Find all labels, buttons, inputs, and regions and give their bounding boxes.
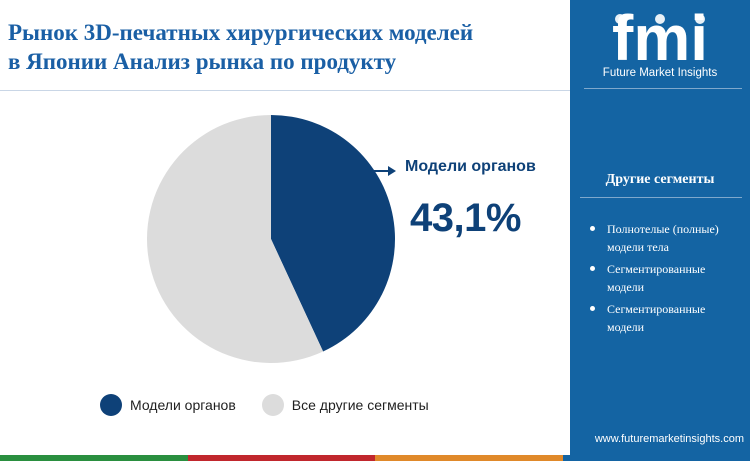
footer-stripe-blue: [562, 455, 750, 461]
sidebar-divider-segments: [580, 197, 742, 198]
chart-panel: Рынок 3D-печатных хирургических моделей …: [0, 18, 570, 416]
legend-item-organ-models: Модели органов: [100, 394, 236, 416]
other-segments-list: Полнотелые (полные) модели тела Сегменти…: [582, 220, 740, 340]
callout-arrow-icon: [372, 166, 396, 176]
title-line-1: Рынок 3D-печатных хирургических моделей: [8, 20, 474, 45]
footer-stripe-red: [187, 455, 375, 461]
segment-item: Сегментированные модели: [582, 260, 740, 296]
segment-item-label: Сегментированные модели: [607, 262, 706, 294]
chart-legend: Модели органов Все другие сегменты: [100, 394, 455, 416]
website-link[interactable]: www.futuremarketinsights.com: [594, 433, 744, 445]
pie-chart: [147, 115, 396, 363]
bullet-icon: [590, 226, 595, 231]
legend-label-other-segments: Все другие сегменты: [291, 397, 429, 413]
page-title: Рынок 3D-печатных хирургических моделей …: [8, 18, 568, 76]
title-divider: [0, 90, 570, 91]
legend-label-organ-models: Модели органов: [130, 397, 236, 413]
sidebar: fmi Future Market Insights Другие сегмен…: [570, 0, 750, 455]
footer-stripe-green: [0, 455, 188, 461]
sidebar-divider-top: [584, 88, 742, 89]
title-line-2: в Японии Анализ рынка по продукту: [8, 49, 397, 74]
segment-item: Сегментированные модели: [582, 300, 740, 336]
fmi-logo: fmi: [612, 10, 708, 66]
callout-value: 43,1%: [410, 196, 521, 240]
pie-slice-organ-models: [271, 115, 396, 352]
segment-item-label: Полнотелые (полные) модели тела: [607, 222, 719, 254]
legend-swatch-other-segments: [261, 394, 284, 416]
bullet-icon: [590, 266, 595, 271]
footer-stripe-orange: [375, 455, 563, 461]
bullet-icon: [590, 306, 595, 311]
legend-swatch-organ-models: [100, 394, 122, 416]
legend-item-other-segments: Все другие сегменты: [261, 394, 429, 416]
segment-item-label: Сегментированные модели: [607, 302, 706, 334]
callout-label: Модели органов: [405, 158, 536, 175]
other-segments-title: Другие сегменты: [605, 172, 715, 187]
pie-slice-other-segments: [147, 115, 324, 363]
footer-color-bar: [0, 455, 750, 461]
brand-name: Future Market Insights: [602, 67, 718, 79]
segment-item: Полнотелые (полные) модели тела: [582, 220, 740, 256]
